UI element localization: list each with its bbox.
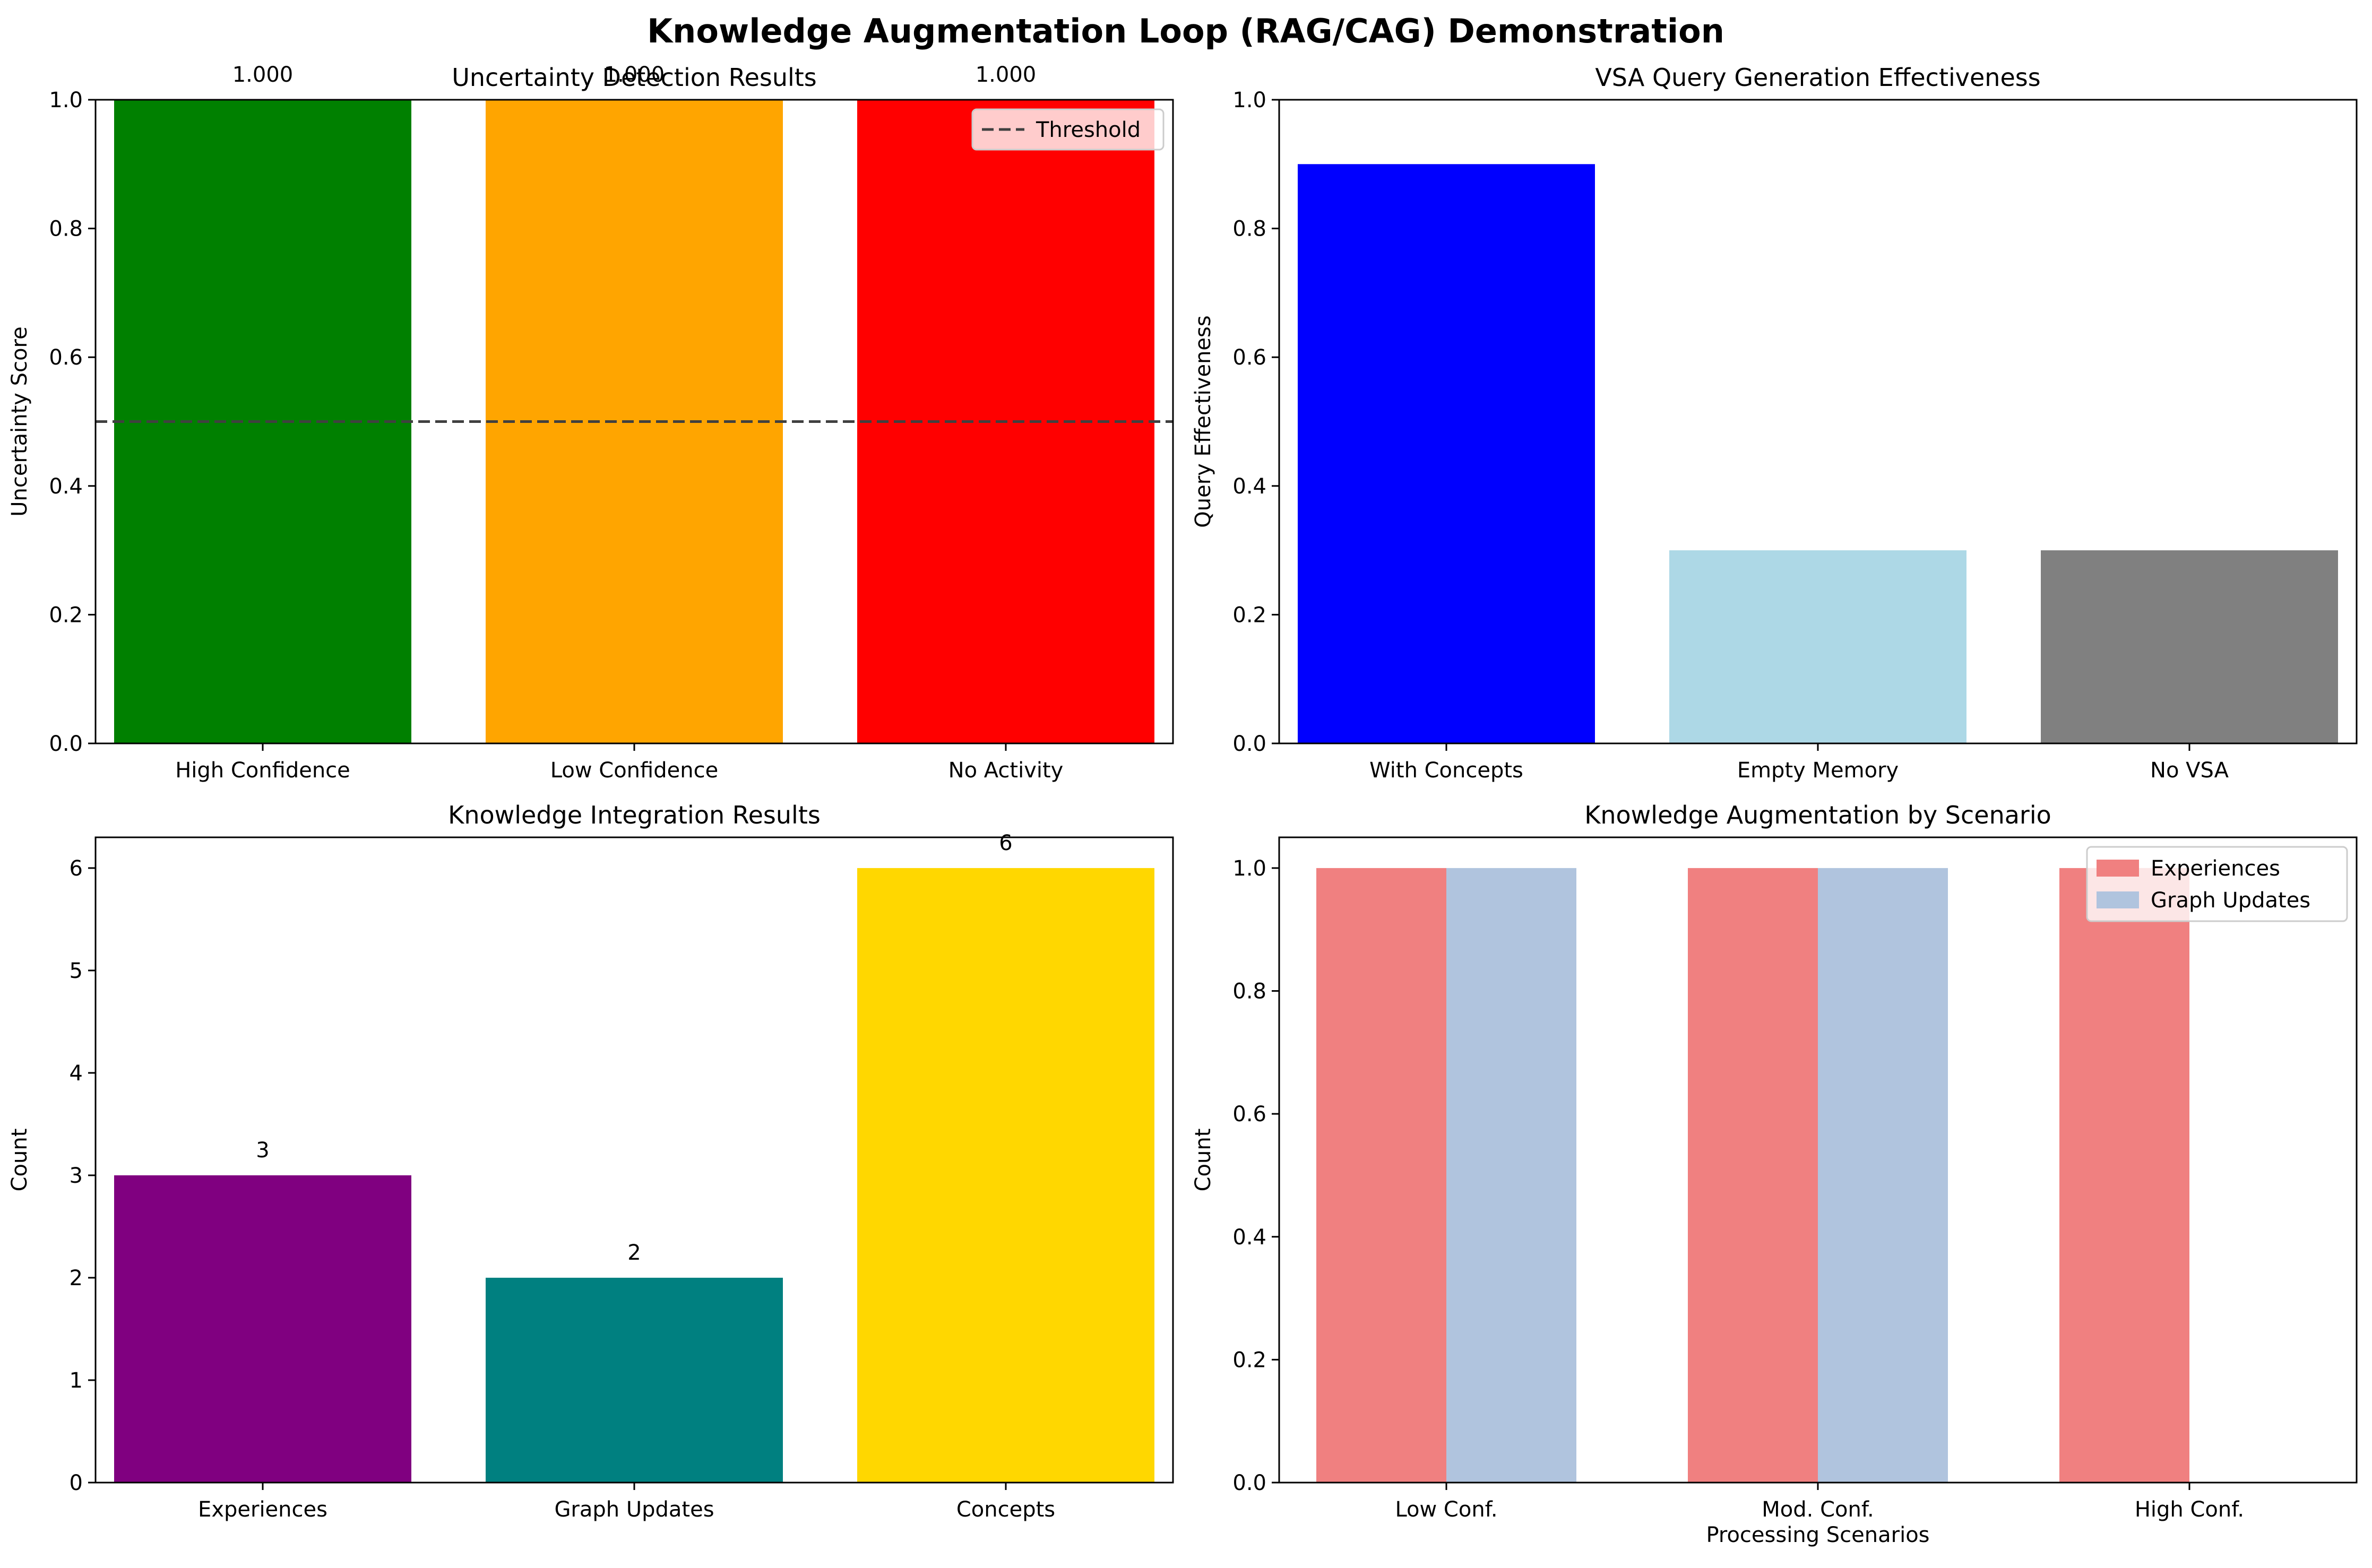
y-tick-label: 3 (70, 1164, 83, 1188)
y-tick-label: 0.8 (1232, 980, 1266, 1004)
data-label: 6 (999, 831, 1012, 855)
chart-title: Knowledge Integration Results (448, 801, 821, 829)
chart-title: Uncertainty Detection Results (452, 63, 817, 92)
x-tick-label: Low Confidence (550, 758, 718, 783)
data-label: 1.000 (232, 63, 294, 87)
y-tick-label: 0.6 (1232, 345, 1266, 370)
x-tick-label: No Activity (948, 758, 1064, 783)
x-tick-label: With Concepts (1369, 758, 1523, 783)
data-label: 1.000 (604, 63, 665, 87)
y-tick-label: 2 (70, 1266, 83, 1290)
x-tick-label: High Confidence (175, 758, 350, 783)
bar-2 (1669, 550, 1966, 743)
bar-graph-updates-1 (1446, 868, 1576, 1483)
chart-2: 0.0 0.2 0.4 0.6 0.8 1.0 With Concepts Empty Mem… (1191, 63, 2358, 783)
y-tick-label: 1.0 (1232, 88, 1266, 112)
x-tick-label: No VSA (2150, 758, 2229, 783)
data-label: 2 (627, 1241, 641, 1265)
y-tick-label: 0 (70, 1471, 83, 1495)
x-tick-label: Empty Memory (1737, 758, 1899, 783)
legend-frame (2086, 846, 2348, 922)
y-tick-label: 0.4 (1232, 474, 1266, 499)
figure-title: Knowledge Augmentation Loop (RAG/CAG) De… (647, 12, 1724, 50)
y-tick-label: 1 (70, 1368, 83, 1393)
bar-experiences-3 (2059, 868, 2189, 1483)
y-tick-label: 0.0 (49, 732, 83, 756)
y-tick-label: 0.0 (1232, 732, 1266, 756)
y-tick-label: 0.6 (49, 345, 83, 370)
y-tick-label: 0.8 (1232, 217, 1266, 241)
y-tick-label: 0.6 (1232, 1102, 1266, 1127)
x-tick-label: High Conf. (2135, 1497, 2244, 1522)
y-tick-label: 1.0 (1232, 856, 1266, 881)
y-tick-label: 4 (70, 1061, 83, 1086)
data-label: 3 (256, 1138, 269, 1163)
legend-threshold-label: Threshold (1036, 118, 1141, 142)
y-tick-label: 0.2 (1232, 1348, 1266, 1372)
x-tick-label: Experiences (198, 1497, 327, 1522)
chart-1: 0.0 0.2 0.4 0.6 0.8 1.0 High Confidence Low Con… (7, 63, 1174, 783)
bar-3 (857, 868, 1154, 1483)
data-label: 1.000 (976, 63, 1037, 87)
bar-1 (114, 1175, 411, 1483)
bar-3 (2041, 550, 2338, 743)
y-tick-label: 5 (70, 959, 83, 983)
y-axis-label: Uncertainty Score (7, 326, 32, 516)
y-tick-label: 0.0 (1232, 1471, 1266, 1495)
x-tick-label: Concepts (956, 1497, 1055, 1522)
chart-3: 0 1 2 3 4 5 6 Experiences Graph Updates Concepts 3… (7, 801, 1174, 1522)
y-tick-label: 0.2 (1232, 603, 1266, 627)
x-tick-label: Low Conf. (1395, 1497, 1497, 1522)
legend-label-1: Experiences (2151, 856, 2280, 881)
legend-swatch-2 (2097, 891, 2139, 908)
bar-experiences-1 (1316, 868, 1446, 1483)
y-tick-label: 1.0 (49, 88, 83, 112)
legend-frame (971, 108, 1165, 151)
y-axis-label: Query Effectiveness (1191, 315, 1215, 527)
y-axis-label: Count (1191, 1129, 1215, 1192)
legend-label-2: Graph Updates (2151, 888, 2310, 913)
bar-1 (1298, 164, 1595, 743)
x-tick-label: Graph Updates (554, 1497, 714, 1522)
bar-1 (114, 100, 411, 743)
x-tick-label: Mod. Conf. (1762, 1497, 1874, 1522)
y-tick-label: 0.8 (49, 217, 83, 241)
y-axis-label: Count (7, 1129, 32, 1192)
chart-grid: 0.0 0.2 0.4 0.6 0.8 1.0 High Confidence Low Con… (7, 63, 2358, 1547)
chart-4: 0.0 0.2 0.4 0.6 0.8 1.0 Low Conf. Mod. Conf. Hig… (1191, 801, 2358, 1547)
y-tick-label: 6 (70, 856, 83, 881)
y-tick-label: 0.4 (49, 474, 83, 499)
bar-2 (486, 1277, 783, 1483)
chart-title: Knowledge Augmentation by Scenario (1584, 801, 2051, 829)
bar-graph-updates-2 (1818, 868, 1948, 1483)
bar-experiences-2 (1688, 868, 1818, 1483)
y-tick-label: 0.4 (1232, 1225, 1266, 1250)
chart-title: VSA Query Generation Effectiveness (1595, 63, 2040, 92)
legend: Threshold (971, 108, 1165, 151)
legend: Experiences Graph Updates (2086, 846, 2348, 922)
y-tick-label: 0.2 (49, 603, 83, 627)
legend-swatch-1 (2097, 860, 2139, 877)
x-axis-label: Processing Scenarios (1706, 1523, 1929, 1547)
